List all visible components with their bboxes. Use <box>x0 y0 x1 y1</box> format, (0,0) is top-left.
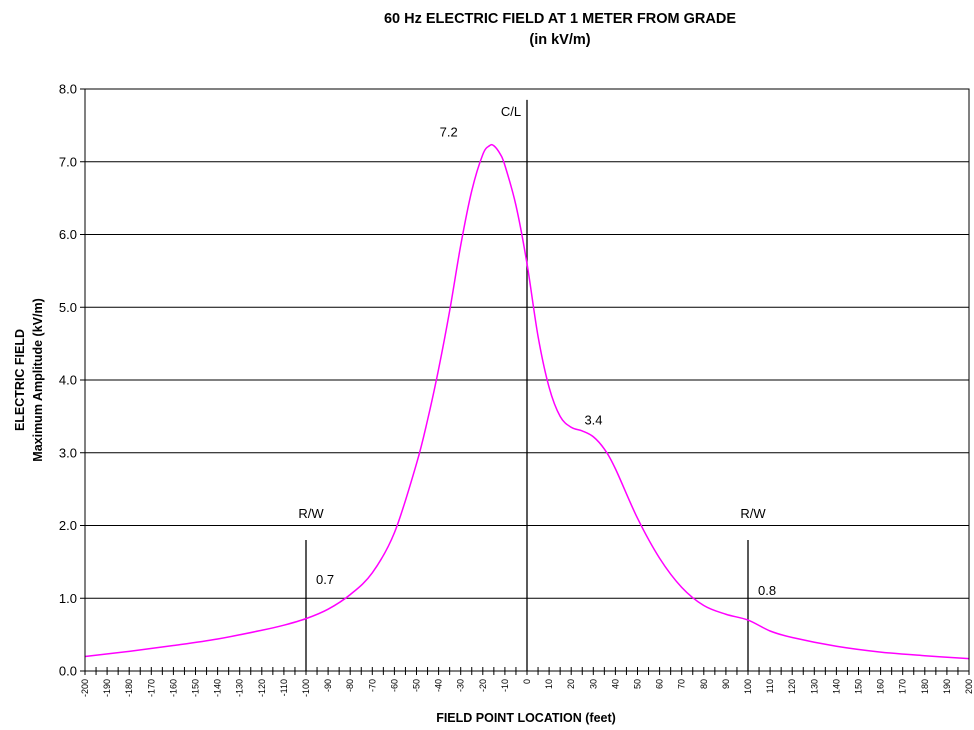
reference-line-label: C/L <box>501 104 521 119</box>
x-tick-label: -80 <box>345 679 355 692</box>
data-label: 0.7 <box>316 572 334 587</box>
x-tick-label: 50 <box>633 679 643 689</box>
x-tick-label: 190 <box>942 679 952 694</box>
x-tick-label: -130 <box>235 679 245 697</box>
x-tick-label: 10 <box>544 679 554 689</box>
x-tick-label: -10 <box>500 679 510 692</box>
x-tick-label: -120 <box>257 679 267 697</box>
x-tick-label: -70 <box>367 679 377 692</box>
x-tick-label: -190 <box>102 679 112 697</box>
x-tick-label: -110 <box>279 679 289 696</box>
y-tick-label: 0.0 <box>59 664 77 679</box>
y-tick-label: 4.0 <box>59 373 77 388</box>
x-tick-label: 60 <box>655 679 665 689</box>
y-axis-ticks: 0.0 1.0 2.0 3.0 4.0 5.0 6.0 7.0 8.0 <box>59 82 85 679</box>
x-tick-label: -180 <box>124 679 134 697</box>
y-tick-label: 7.0 <box>59 154 77 169</box>
y-tick-label: 8.0 <box>59 82 77 97</box>
x-tick-label: -90 <box>323 679 333 692</box>
x-tick-label: 30 <box>588 679 598 689</box>
x-tick-label: 100 <box>743 679 753 694</box>
reference-line-label: R/W <box>298 506 324 521</box>
x-axis-label: FIELD POINT LOCATION (feet) <box>436 711 616 725</box>
data-label: 0.8 <box>758 583 776 598</box>
y-tick-label: 2.0 <box>59 518 77 533</box>
x-tick-label: -60 <box>389 679 399 692</box>
series-layer <box>84 143 970 660</box>
y-tick-label: 5.0 <box>59 300 77 315</box>
x-axis-ticks: -200 -190 -180 -170 -160 -150 -140 -130 -120 -110… <box>80 667 974 697</box>
x-tick-label: 140 <box>831 679 841 694</box>
x-tick-label: -100 <box>301 679 311 697</box>
x-tick-label: 70 <box>677 679 687 689</box>
x-tick-label: -40 <box>434 679 444 692</box>
data-label: 3.4 <box>584 412 602 427</box>
y-tick-label: 1.0 <box>59 591 77 606</box>
x-tick-label: -150 <box>191 679 201 697</box>
data-label: 7.2 <box>440 125 458 140</box>
x-tick-label: 160 <box>876 679 886 694</box>
plot-frame <box>84 88 970 672</box>
x-tick-label: 90 <box>721 679 731 689</box>
y-axis-label-line2: Maximum Amplitude (kV/m) <box>31 298 45 461</box>
x-tick-label: 110 <box>765 679 775 693</box>
series-line <box>84 143 970 660</box>
x-tick-label: 20 <box>566 679 576 689</box>
x-tick-label: 40 <box>610 679 620 689</box>
x-tick-label: 150 <box>854 679 864 694</box>
x-tick-label: -30 <box>456 679 466 692</box>
x-tick-label: 130 <box>809 679 819 694</box>
x-tick-label: 80 <box>699 679 709 689</box>
annotations: 7.2 3.4 0.7 0.8 <box>316 125 776 598</box>
x-tick-label: -200 <box>80 679 90 697</box>
x-tick-label: -140 <box>213 679 223 697</box>
y-tick-label: 3.0 <box>59 445 77 460</box>
x-tick-label: 180 <box>920 679 930 694</box>
y-axis-label-line1: ELECTRIC FIELD <box>13 329 27 431</box>
x-tick-label: -170 <box>146 679 156 697</box>
reference-lines: R/W C/L R/W <box>298 99 766 671</box>
x-tick-label: -20 <box>478 679 488 692</box>
reference-line-label: R/W <box>740 506 766 521</box>
x-tick-label: -50 <box>412 679 422 692</box>
y-tick-label: 6.0 <box>59 227 77 242</box>
x-tick-label: 200 <box>964 679 974 694</box>
x-tick-label: -160 <box>168 679 178 697</box>
x-tick-label: 120 <box>787 679 797 694</box>
chart-subtitle: (in kV/m) <box>529 32 590 48</box>
chart-title: 60 Hz ELECTRIC FIELD AT 1 METER FROM GRA… <box>384 11 736 27</box>
x-tick-label: 170 <box>898 679 908 694</box>
x-tick-label: 0 <box>522 679 532 684</box>
